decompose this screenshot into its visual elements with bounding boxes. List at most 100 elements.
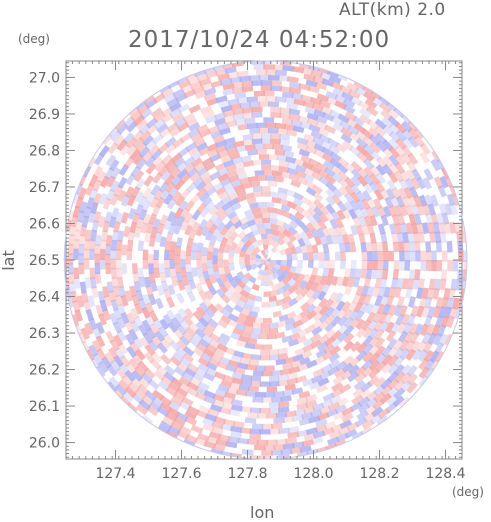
radar-cell [290, 179, 302, 188]
radar-cell [207, 318, 219, 329]
radar-cell [280, 448, 293, 456]
radar-cell [243, 208, 254, 217]
radar-cell [398, 241, 405, 253]
radar-cell [381, 362, 393, 374]
radar-cell [452, 260, 459, 272]
radar-cell [215, 388, 228, 398]
radar-cell [402, 322, 413, 335]
radar-cell [399, 204, 409, 217]
radar-cell [174, 254, 181, 265]
radar-cell [161, 112, 174, 124]
radar-cell [239, 250, 246, 258]
radar-cell [318, 251, 325, 261]
radar-cell [201, 255, 207, 265]
radar-cell [152, 218, 161, 230]
radar-cell [240, 406, 252, 413]
radar-cell [407, 127, 420, 140]
radar-cell [220, 195, 232, 205]
radar-cell [287, 167, 299, 176]
radar-cell [325, 96, 339, 106]
radar-cell [83, 248, 90, 260]
radar-cell [145, 315, 155, 327]
radar-cell [281, 260, 288, 267]
radar-cell [246, 315, 256, 323]
radar-cell [68, 272, 75, 285]
radar-cell [349, 317, 360, 330]
radar-cell [183, 156, 196, 167]
radar-cell [188, 104, 202, 114]
radar-cell [115, 212, 124, 224]
radar-cell [219, 406, 232, 415]
radar-cell [417, 349, 429, 362]
radar-cell [289, 81, 302, 89]
radar-cell [284, 323, 296, 332]
radar-cell [366, 260, 373, 271]
radar-cell [329, 157, 342, 169]
radar-cell [251, 133, 263, 140]
radar-cell [247, 243, 256, 252]
radar-cell [374, 180, 386, 193]
radar-cell [276, 225, 286, 234]
radar-cell [296, 176, 308, 186]
y-tick-label: 26.8 [29, 143, 60, 159]
radar-cell [280, 171, 292, 179]
radar-cell [305, 399, 318, 408]
radar-cell [132, 114, 146, 126]
radar-cell [420, 260, 427, 272]
radar-cell [131, 212, 141, 225]
x-axis-unit: (deg) [452, 485, 484, 499]
radar-cell [219, 225, 229, 236]
radar-cell [128, 358, 140, 371]
radar-cell [198, 405, 211, 415]
radar-cell [96, 170, 107, 184]
radar-cell [374, 295, 383, 307]
radar-cell [251, 111, 263, 118]
radar-cell [357, 167, 369, 179]
radar-cell [220, 236, 229, 247]
radar-cell [243, 272, 253, 281]
radar-cell [305, 186, 317, 197]
radar-cell [241, 107, 254, 114]
radar-cell [272, 271, 280, 280]
radar-cell [83, 258, 90, 270]
radar-cell [78, 262, 85, 275]
radar-cell [418, 194, 428, 207]
radar-cell [115, 249, 122, 260]
radar-cell [164, 136, 177, 148]
radar-cell [363, 91, 376, 102]
radar-cell [366, 311, 376, 324]
radar-cell [383, 250, 389, 262]
radar-cell [247, 337, 258, 345]
radar-cell [380, 378, 393, 390]
radar-cell [297, 260, 304, 268]
radar-cell [409, 186, 419, 199]
radar-cell [323, 420, 337, 430]
x-tick-label: 128.0 [293, 466, 333, 482]
radar-cell [236, 172, 248, 180]
radar-cell [261, 450, 273, 456]
radar-cell [249, 407, 262, 414]
radar-cell [87, 295, 96, 308]
radar-cell [416, 222, 424, 235]
radar-cell [135, 157, 147, 170]
radar-cell [293, 204, 305, 214]
radar-cell [249, 127, 261, 135]
radar-cell [69, 224, 77, 237]
radar-cell [375, 140, 388, 153]
radar-cell [212, 399, 225, 408]
radar-cell [382, 260, 389, 271]
radar-cell [84, 322, 94, 336]
radar-cell [341, 276, 350, 287]
radar-cell [182, 346, 195, 357]
radar-cell [349, 145, 362, 157]
radar-cell [197, 363, 210, 373]
radar-cell [318, 133, 331, 144]
radar-cell [374, 118, 387, 130]
radar-cell [170, 276, 179, 287]
radar-cell [359, 207, 369, 219]
radar-cell [313, 251, 320, 261]
radar-cell [363, 174, 375, 186]
radar-cell [240, 330, 252, 338]
radar-cell [133, 170, 145, 183]
radar-cell [404, 178, 415, 191]
